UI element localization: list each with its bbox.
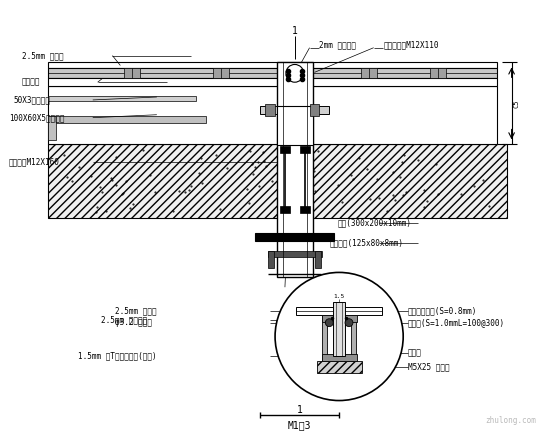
- Text: 1: 1: [297, 405, 302, 416]
- Bar: [361, 68, 376, 78]
- Bar: [318, 361, 362, 373]
- Bar: [48, 78, 497, 86]
- Bar: [277, 63, 312, 277]
- Text: 未贴合铝板材(S=0.8mm): 未贴合铝板材(S=0.8mm): [408, 306, 478, 315]
- Text: zhulong.com: zhulong.com: [486, 416, 536, 425]
- Bar: [277, 106, 312, 145]
- Bar: [300, 146, 310, 153]
- Bar: [48, 86, 497, 144]
- Bar: [333, 302, 345, 356]
- Text: 化学锚栓M12X160: 化学锚栓M12X160: [9, 158, 60, 166]
- Bar: [48, 63, 497, 68]
- Text: 100X60X5角件锚座: 100X60X5角件锚座: [9, 113, 64, 122]
- Bar: [213, 68, 228, 78]
- Bar: [265, 104, 275, 116]
- Text: 铝板横梁: 铝板横梁: [22, 78, 40, 87]
- Text: 1: 1: [292, 26, 298, 36]
- Bar: [48, 144, 507, 218]
- Circle shape: [325, 319, 333, 327]
- Circle shape: [286, 64, 304, 82]
- Bar: [48, 116, 206, 123]
- Bar: [430, 68, 446, 78]
- Bar: [296, 307, 335, 315]
- Text: 1.5mm 高T形透气贴材(续平): 1.5mm 高T形透气贴材(续平): [78, 352, 157, 361]
- Bar: [323, 315, 327, 361]
- Text: M1：3: M1：3: [288, 420, 311, 430]
- Text: 1.5: 1.5: [334, 294, 345, 299]
- Bar: [48, 68, 497, 78]
- Text: 透气贴材(125x80x8mm): 透气贴材(125x80x8mm): [329, 238, 403, 248]
- Bar: [280, 206, 290, 213]
- Text: 钢板(300x200x10mm): 钢板(300x200x10mm): [337, 219, 411, 228]
- Circle shape: [345, 319, 353, 327]
- Text: 50X3角件支撑: 50X3角件支撑: [14, 95, 51, 105]
- Bar: [343, 307, 382, 315]
- Text: 铝板框: 铝板框: [408, 349, 422, 358]
- Text: 2.5mm 铝单板: 2.5mm 铝单板: [22, 51, 63, 60]
- Circle shape: [275, 273, 403, 400]
- Bar: [48, 96, 196, 101]
- Bar: [268, 251, 323, 257]
- Bar: [310, 104, 319, 116]
- Text: 2.5mm 铝单板: 2.5mm 铝单板: [115, 306, 157, 315]
- Text: C5: C5: [514, 99, 520, 108]
- Bar: [323, 315, 357, 322]
- Bar: [260, 106, 329, 114]
- Text: 不锈钢螺栓M12X110: 不锈钢螺栓M12X110: [384, 40, 439, 49]
- Text: 铝板条(S=1.0mmL=100@300): 铝板条(S=1.0mmL=100@300): [408, 318, 505, 327]
- Bar: [48, 116, 56, 140]
- Bar: [268, 251, 274, 268]
- Bar: [280, 146, 290, 153]
- Bar: [323, 354, 357, 361]
- Bar: [351, 315, 356, 361]
- Bar: [255, 233, 334, 241]
- Text: 2mm 橡胶垫板: 2mm 橡胶垫板: [319, 40, 356, 49]
- Text: φ3.2 平头铆: φ3.2 平头铆: [115, 318, 152, 327]
- Bar: [300, 206, 310, 213]
- Bar: [315, 251, 321, 268]
- Bar: [124, 68, 140, 78]
- Text: M5X25 螺钉骨: M5X25 螺钉骨: [408, 362, 450, 372]
- Text: 2.5mm 水平胶条: 2.5mm 水平胶条: [101, 315, 147, 324]
